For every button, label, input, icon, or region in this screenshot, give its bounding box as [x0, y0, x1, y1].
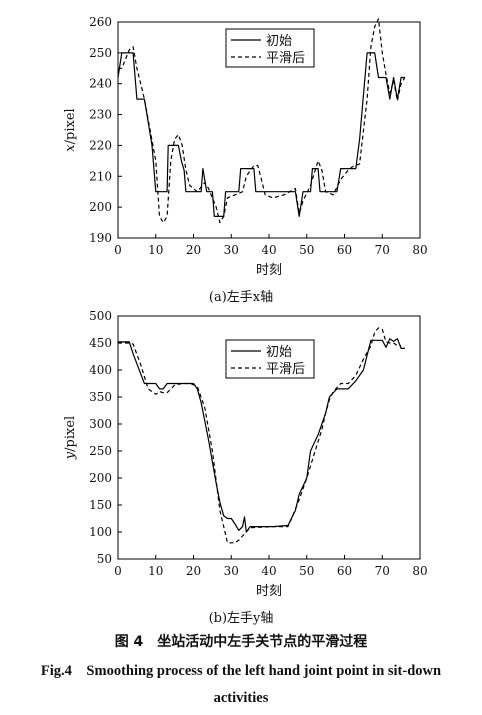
- y-tick-label: 250: [89, 46, 112, 60]
- y-tick-label: 200: [89, 200, 112, 214]
- x-tick-label: 30: [224, 243, 239, 257]
- y-tick-label: 450: [89, 336, 112, 350]
- y-tick-label: 200: [89, 471, 112, 485]
- x-tick-label: 10: [148, 564, 163, 578]
- y-tick-label: 300: [89, 417, 112, 431]
- legend-box: [225, 339, 315, 379]
- x-axis-label: 时刻: [256, 263, 282, 278]
- y-tick-label: 220: [89, 138, 112, 152]
- x-tick-label: 70: [375, 243, 390, 257]
- y-tick-label: 350: [89, 390, 112, 404]
- x-tick-label: 30: [224, 564, 239, 578]
- y-tick-label: 190: [89, 231, 112, 245]
- legend-label: 初始: [266, 345, 292, 360]
- x-tick-label: 80: [412, 243, 427, 257]
- x-tick-label: 50: [299, 243, 314, 257]
- legend-label: 平滑后: [266, 362, 305, 377]
- series-line-smoothed: [118, 327, 402, 544]
- x-tick-label: 10: [148, 243, 163, 257]
- legend-label: 平滑后: [266, 51, 305, 66]
- x-tick-label: 60: [337, 564, 352, 578]
- x-tick-label: 60: [337, 243, 352, 257]
- y-tick-label: 150: [89, 498, 112, 512]
- x-tick-label: 40: [261, 243, 276, 257]
- legend-label: 初始: [266, 34, 292, 49]
- y-tick-label: 260: [89, 15, 112, 29]
- y-tick-label: 210: [89, 169, 112, 183]
- x-tick-label: 0: [114, 564, 122, 578]
- y-tick-label: 100: [89, 525, 112, 539]
- series-line-smoothed: [118, 18, 406, 224]
- x-tick-label: 0: [114, 243, 122, 257]
- panel-a-caption: (a)左手x轴: [208, 290, 274, 305]
- chart-y-axis: 0 10 20 30 40 50 60 70 80 50 100 150 200 250 300 350 400…: [63, 309, 428, 599]
- x-tick-label: 40: [261, 564, 276, 578]
- legend-box: [225, 28, 315, 68]
- panel-b-caption: (b)左手y轴: [208, 611, 274, 626]
- y-tick-label: 500: [89, 309, 112, 323]
- y-axis-label: x/pixel: [63, 108, 78, 151]
- y-tick-label: 240: [89, 77, 112, 91]
- x-tick-label: 50: [299, 564, 314, 578]
- series-line-initial: [117, 52, 405, 217]
- y-tick-label: 400: [89, 363, 112, 377]
- x-tick-label: 70: [375, 564, 390, 578]
- y-axis-label: y/pixel: [63, 416, 78, 460]
- figure-caption-zh: 图 4 坐站活动中左手关节点的平滑过程: [114, 634, 368, 650]
- y-tick-label: 250: [89, 444, 112, 458]
- chart-x-axis: 0 10 20 30 40 50 60 70 80 190 200 210 220 230 240 250 26…: [63, 15, 428, 278]
- y-tick-label: 50: [97, 552, 112, 566]
- x-tick-label: 80: [412, 564, 427, 578]
- y-tick-label: 230: [89, 108, 112, 122]
- x-tick-label: 20: [186, 243, 201, 257]
- figure-caption-en: Fig.4 Smoothing process of the left hand…: [40, 663, 442, 706]
- x-tick-label: 20: [186, 564, 201, 578]
- x-axis-label: 时刻: [256, 584, 282, 599]
